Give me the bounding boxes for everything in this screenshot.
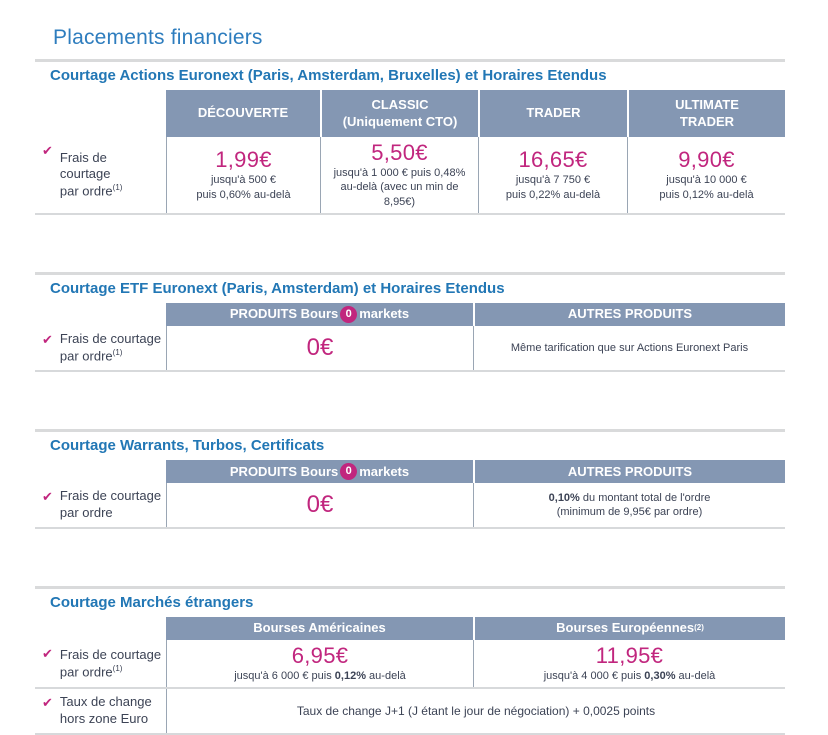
price-note: jusqu'à 1 000 € puis 0,48% au-delà (avec…	[333, 167, 466, 208]
table-etf-euronext: PRODUITS Bours 0 markets AUTRES PRODUITS…	[35, 303, 785, 373]
row-label-taux-de-change: ✔ Taux de change hors zone Euro	[35, 689, 166, 733]
check-icon: ✔	[42, 695, 53, 711]
price-value: 16,65€	[518, 147, 588, 173]
price-value: 11,95€	[595, 642, 664, 668]
price-cell-trader: 16,65€ jusqu'à 7 750 € puis 0,22% au-del…	[478, 137, 627, 214]
table-row: ✔ Frais de courtage par ordre 0€ 0,10% d…	[35, 483, 785, 529]
section-marches-etrangers: Courtage Marchés étrangers Bourses Améri…	[35, 585, 785, 735]
price-value: 9,90€	[678, 147, 735, 173]
row-label-text: Frais de courtage par ordre(1)	[59, 331, 162, 364]
price-value: 0€	[306, 491, 334, 519]
price-value: 6,95€	[291, 642, 349, 668]
row-label-frais-courtage: ✔ Frais de courtage par ordre(1)	[35, 640, 166, 687]
price-cell-decouverte: 1,99€ jusqu'à 500 € puis 0,60% au-delà	[166, 137, 320, 214]
table-warrants-turbos: PRODUITS Bours 0 markets AUTRES PRODUITS…	[35, 460, 785, 529]
table-row: ✔ Frais de courtage par ordre(1) 6,95€ j…	[35, 639, 785, 690]
table-header-row: PRODUITS Bours 0 markets AUTRES PRODUITS	[35, 460, 785, 484]
page-title: Placements financiers	[53, 26, 263, 49]
footnote-ref: (1)	[112, 347, 123, 357]
section-etf-euronext: Courtage ETF Euronext (Paris, Amsterdam)…	[35, 272, 785, 373]
price-note: jusqu'à 6 000 € puis 0,12% au-delà	[234, 670, 406, 683]
price-value: 0€	[306, 334, 334, 362]
column-header-autres-produits: AUTRES PRODUITS	[473, 303, 785, 327]
boursomarkets-zero-badge-icon: 0	[340, 306, 358, 324]
price-cell-americaines: 6,95€ jusqu'à 6 000 € puis 0,12% au-delà	[166, 639, 473, 688]
section-actions-euronext: Courtage Actions Euronext (Paris, Amster…	[35, 59, 785, 216]
check-icon: ✔	[42, 645, 53, 661]
section-heading-marches-etrangers: Courtage Marchés étrangers	[50, 593, 254, 611]
cell-taux-de-change: Taux de change J+1 (J étant le jour de n…	[166, 689, 785, 734]
price-value: 1,99€	[215, 147, 272, 173]
price-cell-boursomarkets: 0€	[166, 483, 473, 527]
tariff-note: 0,10% du montant total de l'ordre (minim…	[548, 491, 711, 519]
taux-change-note: Taux de change J+1 (J étant le jour de n…	[296, 704, 656, 719]
row-label-text: Frais de courtage par ordre(1)	[59, 149, 123, 199]
row-label-frais-courtage: ✔ Frais de courtage par ordre(1)	[35, 326, 166, 370]
table-row: ✔ Taux de change hors zone Euro Taux de …	[35, 689, 785, 735]
brand-suffix: markets	[359, 306, 410, 322]
table-corner-cell	[35, 90, 166, 137]
footnote-ref: (1)	[112, 663, 123, 673]
column-header-ultimate-trader: ULTIMATE TRADER	[627, 90, 785, 137]
column-header-classic: CLASSIC (Uniquement CTO)	[320, 90, 478, 137]
footnote-ref: (2)	[694, 623, 704, 633]
column-header-produits-boursomarkets: PRODUITS Bours 0 markets	[166, 460, 473, 484]
column-header-produits-boursomarkets: PRODUITS Bours 0 markets	[166, 303, 473, 327]
table-actions-euronext: DÉCOUVERTE CLASSIC (Uniquement CTO) TRAD…	[35, 90, 785, 216]
check-icon: ✔	[42, 489, 53, 505]
section-heading-warrants: Courtage Warrants, Turbos, Certificats	[50, 437, 325, 455]
table-row: ✔ Frais de courtage par ordre(1) 0€ Même…	[35, 326, 785, 373]
brand-prefix: PRODUITS Bours	[229, 463, 339, 479]
price-note: jusqu'à 4 000 € puis 0,30% au-delà	[543, 670, 716, 683]
table-marches-etrangers: Bourses Américaines Bourses Européennes(…	[35, 616, 785, 735]
section-heading-etf: Courtage ETF Euronext (Paris, Amsterdam)…	[50, 280, 505, 298]
table-corner-cell	[35, 460, 166, 483]
row-label-text: Taux de change hors zone Euro	[59, 694, 152, 727]
column-header-trader: TRADER	[478, 90, 627, 137]
price-note: jusqu'à 10 000 € puis 0,12% au-delà	[659, 174, 754, 201]
table-corner-cell	[35, 617, 166, 640]
table-header-row: Bourses Américaines Bourses Européennes(…	[35, 616, 785, 640]
row-label-text: Frais de courtage par ordre	[59, 488, 162, 521]
row-label-frais-courtage: ✔ Frais de courtage par ordre	[35, 483, 166, 527]
table-header-row: PRODUITS Bours 0 markets AUTRES PRODUITS	[35, 303, 785, 327]
check-icon: ✔	[42, 143, 53, 158]
footnote-ref: (1)	[112, 183, 123, 193]
column-header-bourses-americaines: Bourses Américaines	[166, 616, 473, 640]
boursomarkets-zero-badge-icon: 0	[340, 463, 358, 481]
table-header-row: DÉCOUVERTE CLASSIC (Uniquement CTO) TRAD…	[35, 90, 785, 137]
table-corner-cell	[35, 303, 166, 326]
row-label-text: Frais de courtage par ordre(1)	[59, 646, 162, 679]
table-row: ✔ Frais de courtage par ordre(1) 1,99€ j…	[35, 137, 785, 216]
column-header-autres-produits: AUTRES PRODUITS	[473, 460, 785, 484]
brand-suffix: markets	[359, 463, 410, 479]
section-warrants-turbos: Courtage Warrants, Turbos, Certificats P…	[35, 429, 785, 529]
cell-autres-produits: 0,10% du montant total de l'ordre (minim…	[473, 483, 785, 527]
price-note: jusqu'à 500 € puis 0,60% au-delà	[196, 174, 291, 201]
price-cell-classic: 5,50€ jusqu'à 1 000 € puis 0,48% au-delà…	[320, 137, 478, 214]
price-cell-ultimate-trader: 9,90€ jusqu'à 10 000 € puis 0,12% au-del…	[627, 137, 785, 214]
tariff-note: Même tarification que sur Actions Eurone…	[510, 341, 749, 354]
column-header-bourses-europeennes: Bourses Européennes (2)	[473, 616, 785, 640]
cell-autres-produits: Même tarification que sur Actions Eurone…	[473, 326, 785, 371]
price-cell-europeennes: 11,95€ jusqu'à 4 000 € puis 0,30% au-del…	[473, 639, 785, 688]
row-label-frais-courtage: ✔ Frais de courtage par ordre(1)	[35, 137, 166, 213]
price-cell-boursomarkets: 0€	[166, 326, 473, 371]
section-heading-actions: Courtage Actions Euronext (Paris, Amster…	[50, 67, 607, 84]
check-icon: ✔	[42, 332, 53, 348]
brand-prefix: PRODUITS Bours	[229, 306, 339, 322]
price-note: jusqu'à 7 750 € puis 0,22% au-delà	[505, 174, 601, 201]
price-value: 5,50€	[371, 140, 428, 165]
column-header-decouverte: DÉCOUVERTE	[166, 90, 320, 137]
